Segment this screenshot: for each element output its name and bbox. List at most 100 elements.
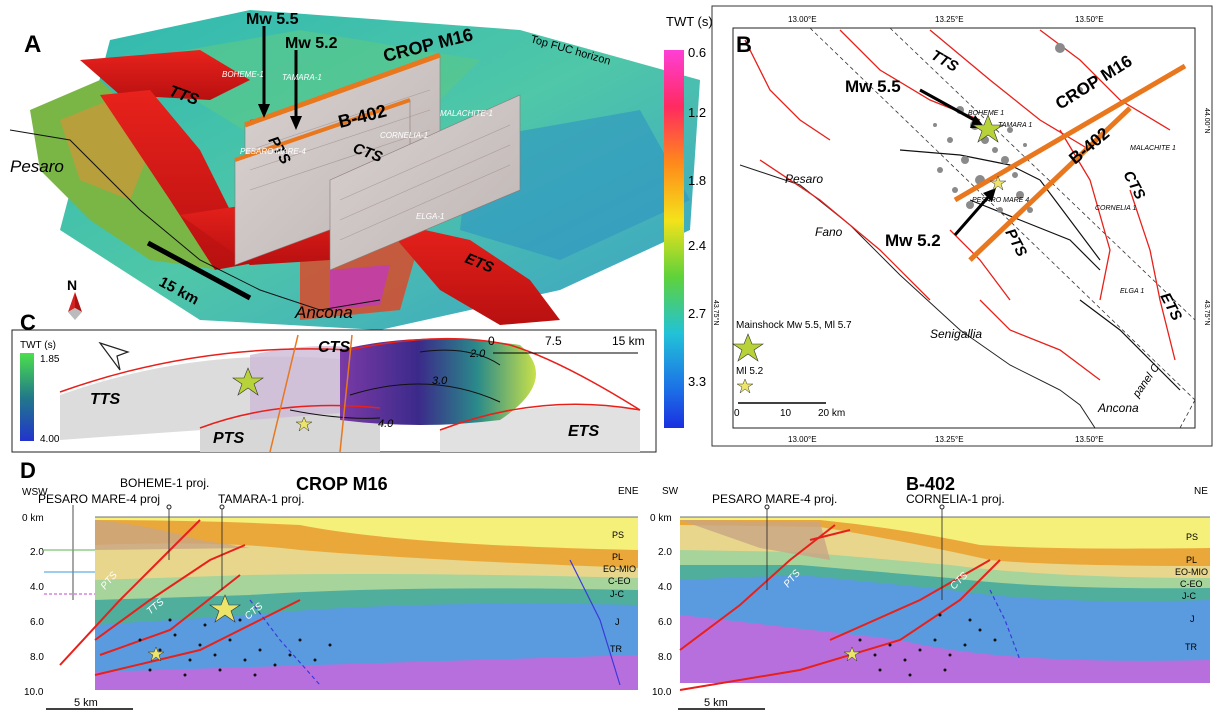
mainshock-star-d-left (209, 594, 241, 623)
view-direction-icon (98, 341, 130, 371)
depth-left-6: 6.0 (30, 617, 44, 628)
label-sw: SW (662, 486, 679, 497)
well-boheme-d: BOHEME-1 proj. (120, 476, 209, 490)
twt-colorbar: TWT (s) 0.6 1.2 1.8 2.4 2.7 3.3 (664, 14, 713, 428)
depth-right-6: 6.0 (658, 617, 672, 628)
surface-cts-c (340, 338, 536, 425)
unit-left-jc: J-C (610, 589, 624, 599)
panel-label-b: B (736, 32, 752, 57)
well-pesaro-b: PESARO MARE 4 (972, 197, 1029, 204)
unit-right-ceo: C-EO (1180, 579, 1203, 589)
unit-left-pl: PL (612, 552, 623, 562)
label-mw52-a: Mw 5.2 (285, 35, 338, 52)
well-malachite-b: MALACHITE 1 (1130, 145, 1176, 152)
lon-top-1: 13.00°E (788, 15, 817, 24)
unit-left-ceo: C-EO (608, 576, 631, 586)
unit-right-ps: PS (1186, 532, 1198, 542)
lat-left-2: 43.75°N (712, 300, 720, 325)
panel-b: B 13.00°E 13.25°E 13.50°E 13.00°E 13.25°… (711, 5, 1213, 447)
depth-left-4: 4.0 (30, 582, 44, 593)
label-ne: NE (1194, 486, 1208, 497)
label-wsw: WSW (22, 487, 48, 498)
unit-ps-left (95, 517, 638, 550)
well-boheme-b: BOHEME 1 (968, 110, 1004, 117)
panel-c: C TWT (s) 1.85 4.00 TTS PTS C (11, 310, 657, 453)
scale-b-0: 0 (734, 408, 740, 419)
section-b402: B-402 SW NE PESARO MARE-4 proj. CORNELIA… (650, 474, 1210, 710)
well-pesaro-d-left: PESARO MARE-4 proj (38, 492, 160, 506)
depth-left-10: 10.0 (24, 687, 44, 698)
lon-top-2: 13.25°E (935, 15, 964, 24)
lat-2: 43.75°N (1203, 300, 1211, 325)
scale-c-0: 0 (488, 334, 495, 348)
legend-c-ramp (20, 353, 34, 441)
unit-right-j: J (1190, 614, 1195, 624)
well-cornelia-b: CORNELIA 1 (1095, 205, 1136, 212)
scale-d-right: 5 km (704, 697, 728, 709)
hypocenters-right (858, 613, 997, 677)
well-tamara-d: TAMARA-1 proj. (218, 492, 304, 506)
unit-right-jc: J-C (1182, 591, 1196, 601)
well-pesaro-a: PESARO MARE-4 (240, 147, 306, 156)
depth-right-8: 8.0 (658, 652, 672, 663)
lat-1: 44.00°N (1203, 108, 1211, 133)
svg-text:N: N (67, 277, 77, 293)
panel-d: D (20, 458, 1210, 710)
scale-bar-a (146, 240, 252, 301)
contour-label-4: 4.0 (378, 418, 394, 430)
well-malachite-a: MALACHITE-1 (440, 109, 493, 118)
hypocenters-left (138, 618, 332, 677)
label-mw52-b: Mw 5.2 (885, 231, 941, 250)
depth-right-2: 2.0 (658, 547, 672, 558)
well-tamara-b: TAMARA 1 (998, 122, 1032, 129)
colorbar-tick-1: 0.6 (688, 45, 706, 60)
colorbar-tick-3: 1.8 (688, 173, 706, 188)
mainshock-star-c (232, 367, 264, 396)
town-pesaro-a: Pesaro (10, 157, 64, 176)
fault-label-tts-c: TTS (90, 391, 121, 408)
colorbar-tick-5: 2.7 (688, 306, 706, 321)
town-pesaro-b: Pesaro (785, 172, 823, 186)
fault-surface-ets (380, 220, 560, 325)
town-ancona-b: Ancona (1097, 401, 1139, 415)
town-ancona-a: Ancona (294, 303, 353, 322)
fault-label-ets-c: ETS (568, 423, 599, 440)
panel-label-d: D (20, 458, 36, 483)
well-tamara-a: TAMARA-1 (282, 73, 322, 82)
label-ene: ENE (618, 486, 639, 497)
colorbar-tick-2: 1.2 (688, 105, 706, 120)
scale-d-left: 5 km (74, 697, 98, 709)
well-elga-b: ELGA 1 (1120, 288, 1144, 295)
colorbar-ramp (664, 50, 684, 428)
well-cornelia-d: CORNELIA-1 proj. (906, 492, 1005, 506)
legend-ml52-star (736, 378, 754, 394)
legend-c-bottom: 4.00 (40, 434, 60, 445)
depth-left-2: 2.0 (30, 547, 44, 558)
well-elga-a: ELGA-1 (416, 212, 444, 221)
well-pesaro-d-right: PESARO MARE-4 proj. (712, 492, 837, 506)
label-mw55-b: Mw 5.5 (845, 77, 901, 96)
depth-left-8: 8.0 (30, 652, 44, 663)
panel-label-c: C (20, 310, 36, 335)
legend-mainshock-star (732, 333, 764, 362)
town-fano-b: Fano (815, 225, 843, 239)
depth-left-0: 0 km (22, 513, 44, 524)
label-mw55-a: Mw 5.5 (246, 11, 299, 28)
colorbar-tick-6: 3.3 (688, 374, 706, 389)
unit-left-eomio: EO-MIO (603, 564, 636, 574)
well-boheme-a: BOHEME-1 (222, 70, 264, 79)
mainshock-star-b (972, 114, 1004, 143)
panel-label-a: A (24, 31, 41, 58)
legend-c-top: 1.85 (40, 354, 60, 365)
title-b402-d: B-402 (906, 474, 955, 494)
scale-b-10: 10 (780, 408, 792, 419)
lon-bottom-3: 13.50°E (1075, 435, 1104, 444)
unit-right-eomio: EO-MIO (1175, 567, 1208, 577)
fault-label-cts-c: CTS (318, 339, 350, 356)
fault-label-pts-c: PTS (213, 430, 244, 447)
unit-left-tr: TR (610, 644, 622, 654)
colorbar-tick-4: 2.4 (688, 238, 706, 253)
unit-left-ps: PS (612, 530, 624, 540)
depth-right-0: 0 km (650, 513, 672, 524)
